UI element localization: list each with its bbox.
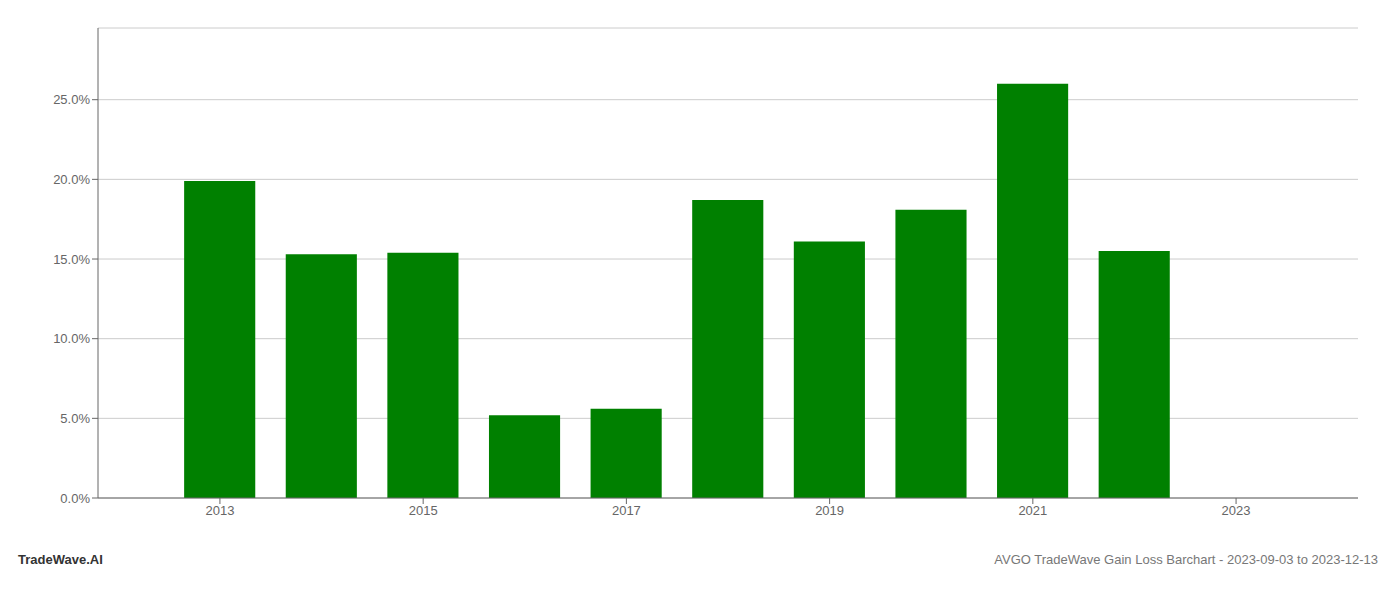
svg-text:15.0%: 15.0% [53, 252, 90, 267]
svg-text:10.0%: 10.0% [53, 331, 90, 346]
html-text:AVGO TradeWave Gain Loss Barch: AVGO TradeWave Gain Loss Barchart - 2023… [994, 552, 1378, 567]
html-text:TradeWave.AI: TradeWave.AI [18, 552, 103, 567]
svg-text:2017: 2017 [612, 503, 641, 518]
svg-text:2015: 2015 [409, 503, 438, 518]
svg-text:5.0%: 5.0% [60, 411, 90, 426]
svg-text:2013: 2013 [205, 503, 234, 518]
svg-text:2021: 2021 [1018, 503, 1047, 518]
svg-text:0.0%: 0.0% [60, 491, 90, 506]
svg-text:2023: 2023 [1222, 503, 1251, 518]
svg-text:2019: 2019 [815, 503, 844, 518]
svg-text:20.0%: 20.0% [53, 172, 90, 187]
svg-text:25.0%: 25.0% [53, 92, 90, 107]
